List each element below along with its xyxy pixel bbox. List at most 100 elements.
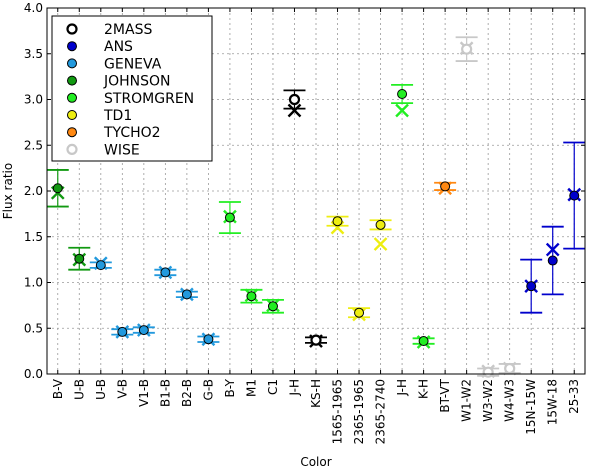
- x-tick-label: M1: [244, 379, 258, 397]
- x-tick-label: 25-33: [567, 379, 581, 414]
- data-points: [46, 36, 586, 379]
- legend-marker: [67, 41, 77, 52]
- data-point-stromgren: [261, 298, 284, 314]
- data-point-johnson: [46, 169, 69, 208]
- legend-label: JOHNSON: [103, 74, 171, 90]
- data-point-tycho2: [434, 181, 457, 196]
- observed-marker: [160, 267, 171, 278]
- data-point-stromgren: [391, 83, 414, 118]
- grid-layer: [47, 8, 585, 374]
- legend-item-wise: WISE: [66, 142, 140, 158]
- x-tick-label: KS-H: [309, 379, 323, 408]
- legend-marker: [67, 127, 77, 138]
- observed-marker: [310, 334, 322, 346]
- legend-item-tycho2: TYCHO2: [67, 125, 161, 141]
- data-point-td1: [348, 307, 371, 322]
- x-tick-label: U-B: [72, 379, 86, 400]
- y-tick-label: 1.5: [24, 230, 43, 244]
- observed-marker: [267, 301, 278, 312]
- y-tick-label: 4.0: [24, 1, 43, 15]
- legend-item-stromgren: STROMGREN: [67, 91, 194, 107]
- observed-marker: [461, 43, 473, 55]
- x-tick-label: J-H: [395, 379, 409, 396]
- x-tick-label: K-H: [417, 379, 431, 399]
- y-tick-label: 3.5: [24, 47, 43, 61]
- data-point-stromgren: [412, 335, 435, 349]
- x-axis-label: Color: [300, 455, 331, 469]
- observed-marker: [288, 93, 301, 106]
- data-point-ans: [541, 225, 564, 296]
- y-axis-ticks: 0.0 0.5 1.0 1.5 2.0 2.5 3.0 3.5 4.0: [24, 1, 585, 381]
- observed-marker: [246, 291, 257, 302]
- y-tick-label: 1.0: [24, 276, 43, 290]
- legend-label: STROMGREN: [104, 91, 194, 107]
- model-cross-marker: [545, 242, 560, 257]
- observed-marker: [440, 181, 451, 192]
- x-tick-label: B-Y: [223, 378, 237, 397]
- x-tick-label: G-B: [201, 379, 215, 400]
- observed-marker: [74, 253, 85, 264]
- x-tick-label: U-B: [94, 379, 108, 400]
- x-axis-ticks: B-V U-B U-B V-B V1-B B1-B B2-B G-B B-Y M1 C1 J-H KS-…: [51, 8, 581, 444]
- observed-marker: [547, 255, 558, 266]
- model-cross-marker: [395, 103, 409, 118]
- data-point-stromgren: [240, 288, 263, 304]
- x-tick-label: W4-W3: [503, 379, 517, 422]
- data-point-geneva: [89, 256, 112, 271]
- legend-label: TYCHO2: [103, 125, 161, 141]
- y-tick-label: 2.5: [24, 138, 43, 152]
- y-axis-label: Flux ratio: [1, 163, 15, 219]
- legend-label: ANS: [104, 39, 133, 55]
- x-tick-label: 2365-1965: [352, 379, 366, 444]
- x-tick-label: 1565-1965: [331, 379, 345, 444]
- legend-marker: [67, 92, 77, 103]
- observed-marker: [482, 366, 494, 378]
- y-tick-label: 3.0: [24, 93, 43, 107]
- observed-marker: [138, 325, 149, 336]
- model-cross-marker: [373, 237, 388, 251]
- legend-label: TD1: [103, 108, 132, 124]
- y-tick-label: 0.0: [24, 367, 43, 381]
- legend-marker: [67, 75, 77, 86]
- legend-item-geneva: GENEVA: [67, 56, 162, 72]
- x-tick-label: B2-B: [180, 379, 194, 407]
- data-point-wise: [455, 36, 478, 62]
- legend-marker: [67, 110, 77, 120]
- observed-marker: [354, 307, 365, 318]
- legend-label: 2MASS: [104, 22, 152, 38]
- observed-marker: [224, 212, 235, 223]
- observed-marker: [526, 281, 537, 292]
- observed-marker: [569, 190, 580, 201]
- data-point-ans: [563, 141, 586, 250]
- x-tick-label: B-V: [51, 378, 65, 399]
- legend-label: WISE: [104, 142, 140, 158]
- data-point-stromgren: [218, 201, 241, 234]
- data-point-geneva: [132, 323, 155, 337]
- data-point-2mass: [283, 89, 306, 118]
- x-tick-label: 2365-2740: [374, 379, 388, 444]
- x-tick-label: BT-VT: [438, 378, 452, 412]
- legend-marker: [67, 58, 77, 69]
- y-tick-label: 0.5: [24, 321, 43, 335]
- observed-marker: [332, 216, 343, 227]
- observed-marker: [397, 89, 408, 100]
- legend-marker: [66, 23, 78, 35]
- legend-item-johnson: JOHNSON: [67, 74, 171, 90]
- observed-marker: [181, 289, 192, 300]
- legend-item-td1: TD1: [67, 108, 132, 124]
- data-point-geneva: [175, 287, 198, 302]
- data-point-ans: [520, 258, 543, 314]
- data-point-td1: [369, 219, 392, 251]
- legend-item-2mass: 2MASS: [66, 22, 152, 38]
- observed-marker: [117, 326, 128, 337]
- legend-label: GENEVA: [104, 56, 162, 72]
- x-tick-label: J-H: [287, 379, 301, 396]
- data-point-td1: [326, 215, 349, 235]
- observed-marker: [375, 219, 386, 230]
- x-tick-label: B1-B: [158, 379, 172, 407]
- legend-item-ans: ANS: [67, 39, 133, 55]
- data-point-geneva: [197, 332, 220, 347]
- observed-marker: [203, 334, 214, 345]
